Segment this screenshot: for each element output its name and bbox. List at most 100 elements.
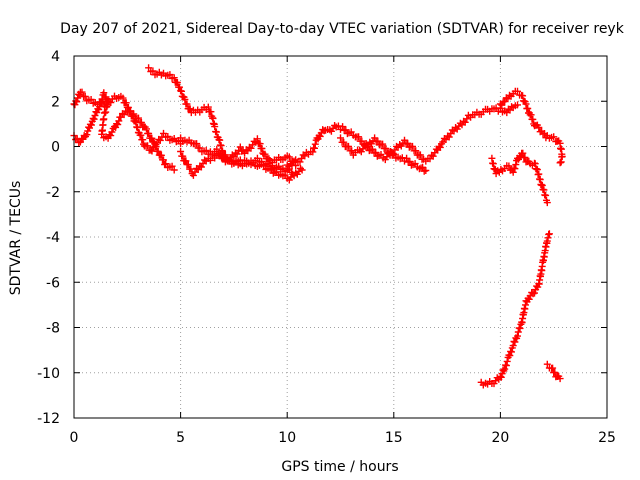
data-point [178, 87, 185, 95]
data-point [326, 126, 334, 134]
data-point [543, 199, 551, 207]
data-point [288, 168, 295, 176]
data-point [514, 332, 521, 340]
data-point [549, 364, 557, 372]
data-point [221, 153, 229, 161]
data-point [512, 161, 520, 169]
data-point [107, 132, 115, 140]
data-point [412, 147, 420, 155]
data-point [285, 153, 293, 161]
data-point [509, 342, 517, 350]
data-point [382, 144, 390, 152]
x-axis-label: GPS time / hours [281, 459, 398, 475]
data-point [535, 124, 543, 131]
data-point [193, 140, 201, 148]
data-point [145, 64, 153, 72]
data-point [508, 348, 515, 356]
grid-lines [74, 56, 607, 418]
data-point [226, 156, 234, 164]
data-point [90, 115, 98, 123]
data-point [409, 142, 416, 150]
data-point [550, 133, 558, 141]
data-point [337, 134, 344, 142]
y-tick-label: -12 [37, 411, 60, 427]
data-point [551, 368, 559, 376]
data-point [177, 148, 185, 155]
data-point [297, 165, 304, 172]
data-point [497, 373, 505, 381]
data-point [522, 100, 530, 108]
x-tick-label: 10 [278, 430, 296, 446]
data-point [179, 152, 187, 160]
data-point [100, 89, 108, 97]
data-point [97, 99, 105, 107]
data-point [164, 133, 172, 140]
data-point [311, 144, 318, 152]
y-axis-label: SDTVAR / TECUs [8, 181, 24, 296]
data-point [316, 132, 324, 140]
x-tick-label: 0 [70, 430, 79, 446]
data-point [521, 154, 529, 161]
data-point [115, 117, 123, 125]
data-point [207, 108, 215, 116]
data-point [506, 352, 514, 360]
data-point [160, 129, 167, 137]
data-point [102, 93, 110, 101]
data-point [371, 134, 379, 142]
data-points [70, 64, 566, 389]
data-point [519, 149, 527, 157]
data-point [96, 103, 104, 111]
data-point [361, 142, 368, 150]
data-point [374, 137, 382, 145]
data-point [122, 99, 130, 107]
data-point [87, 121, 95, 129]
data-point [445, 133, 453, 141]
x-tick-label: 15 [385, 430, 403, 446]
data-point [345, 142, 352, 150]
data-point [150, 138, 158, 146]
data-point [170, 166, 178, 174]
data-point [247, 144, 255, 152]
data-point [160, 156, 167, 164]
data-point [301, 152, 309, 160]
x-tick-label: 5 [176, 430, 185, 446]
data-point [524, 105, 532, 112]
data-point [364, 143, 372, 151]
data-point [370, 149, 378, 157]
series-track-5 [177, 134, 295, 176]
y-tick-label: 2 [51, 94, 60, 110]
data-point [527, 111, 535, 119]
series-track-7 [337, 101, 521, 165]
data-point [342, 126, 350, 134]
data-point [135, 114, 142, 122]
data-point [543, 360, 551, 368]
data-point [403, 154, 411, 162]
data-point [416, 151, 424, 159]
data-point [182, 157, 190, 165]
data-point [311, 140, 319, 148]
data-point [196, 144, 204, 152]
data-point [545, 230, 553, 238]
data-point [148, 134, 156, 142]
data-point [461, 118, 469, 126]
data-point [212, 128, 220, 136]
data-point [505, 162, 513, 170]
data-point [186, 105, 194, 113]
data-point [540, 186, 548, 194]
data-point [296, 158, 304, 166]
data-point [137, 131, 145, 139]
data-point [204, 103, 212, 111]
data-point [211, 123, 219, 131]
data-point [173, 79, 181, 86]
data-point [108, 128, 116, 136]
data-point [183, 100, 191, 108]
series-track-6 [283, 122, 430, 175]
y-tick-label: 0 [51, 140, 60, 156]
data-point [436, 143, 444, 151]
data-point [542, 191, 550, 199]
y-tick-labels: -12 -10 -8 -6 -4 -2 0 2 4 [37, 49, 60, 427]
data-point [87, 96, 95, 103]
data-point [511, 165, 519, 173]
data-point [189, 171, 197, 179]
